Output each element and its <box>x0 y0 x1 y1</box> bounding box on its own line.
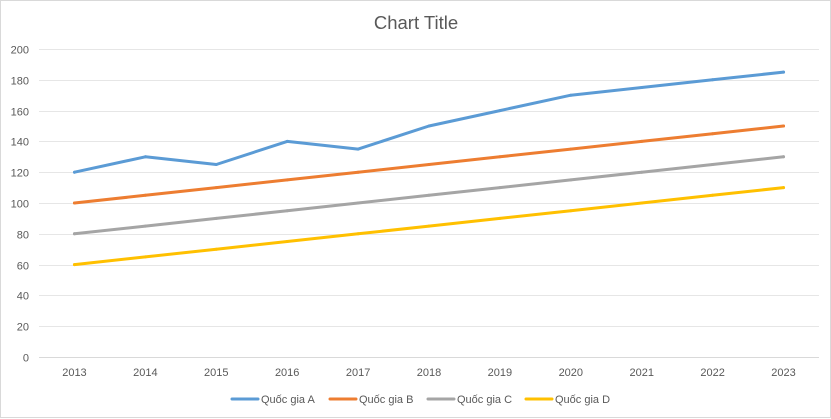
data-point <box>214 247 218 251</box>
legend-label: Quốc gia D <box>555 394 610 406</box>
legend-item: Quốc gia C <box>426 394 512 406</box>
data-point <box>427 224 431 228</box>
data-point <box>356 232 360 236</box>
x-tick-label: 2021 <box>629 367 653 379</box>
x-tick-label: 2018 <box>417 367 441 379</box>
x-axis-tick-labels: 2013 2014 2015 2016 2017 2018 2019 2020 2021 2022… <box>62 367 796 379</box>
data-point <box>72 263 76 267</box>
data-point <box>143 193 147 197</box>
data-point <box>569 93 573 97</box>
data-point <box>498 186 502 190</box>
y-tick-label: 120 <box>11 168 29 180</box>
series-4 <box>72 186 786 267</box>
x-tick-label: 2022 <box>700 367 724 379</box>
data-point <box>711 193 715 197</box>
y-axis-tick-labels: 0 20 40 60 80 100 120 140 160 180 200 <box>11 45 29 365</box>
y-tick-label: 20 <box>17 322 29 334</box>
x-tick-label: 2015 <box>204 367 228 379</box>
data-point <box>356 147 360 151</box>
data-point <box>214 216 218 220</box>
series-3 <box>72 155 786 236</box>
x-tick-label: 2013 <box>62 367 86 379</box>
y-tick-label: 40 <box>17 291 29 303</box>
data-point <box>72 201 76 205</box>
data-point <box>498 155 502 159</box>
data-point <box>569 147 573 151</box>
data-point <box>640 201 644 205</box>
gridlines <box>39 49 819 358</box>
data-point <box>498 109 502 113</box>
series-2 <box>72 124 786 205</box>
data-point <box>711 163 715 166</box>
data-point <box>285 209 289 213</box>
data-point <box>143 255 147 259</box>
x-tick-label: 2023 <box>771 367 795 379</box>
y-tick-label: 60 <box>17 261 29 273</box>
data-point <box>356 201 360 205</box>
data-point <box>72 170 76 174</box>
data-point <box>285 139 289 143</box>
data-point <box>640 139 644 143</box>
legend-item: Quốc gia A <box>230 394 315 406</box>
x-tick-label: 2014 <box>133 367 157 379</box>
legend-item: Quốc gia D <box>524 394 610 406</box>
legend-item: Quốc gia B <box>328 394 413 406</box>
y-tick-label: 0 <box>23 353 29 365</box>
data-point <box>72 232 76 236</box>
chart-title: Chart Title <box>374 12 458 33</box>
y-tick-label: 160 <box>11 107 29 119</box>
data-point <box>427 124 431 128</box>
data-point <box>640 86 644 89</box>
data-point <box>285 178 289 182</box>
x-tick-label: 2017 <box>346 367 370 379</box>
data-point <box>427 193 431 197</box>
series-1 <box>72 70 786 174</box>
data-point <box>782 186 786 190</box>
y-tick-label: 140 <box>11 137 29 149</box>
legend-label: Quốc gia C <box>457 394 512 406</box>
x-tick-label: 2016 <box>275 367 299 379</box>
data-point <box>214 163 218 166</box>
data-point <box>782 124 786 128</box>
data-point <box>143 224 147 228</box>
x-tick-label: 2020 <box>559 367 583 379</box>
data-point <box>782 70 786 74</box>
y-tick-label: 200 <box>11 45 29 57</box>
data-point <box>711 78 715 82</box>
y-tick-label: 180 <box>11 76 29 88</box>
data-point <box>569 178 573 182</box>
series-lines <box>72 70 786 267</box>
data-point <box>427 163 431 166</box>
data-point <box>640 170 644 174</box>
data-point <box>711 132 715 136</box>
x-tick-label: 2019 <box>488 367 512 379</box>
legend-label: Quốc gia A <box>261 394 315 406</box>
data-point <box>143 155 147 159</box>
data-point <box>285 240 289 243</box>
y-tick-label: 80 <box>17 230 29 242</box>
data-point <box>214 186 218 190</box>
data-point <box>569 209 573 213</box>
y-tick-label: 100 <box>11 199 29 211</box>
legend: Quốc gia A Quốc gia B Quốc gia C Quốc gia D <box>230 394 610 406</box>
data-point <box>356 170 360 174</box>
series-line <box>73 70 785 174</box>
data-point <box>498 216 502 220</box>
data-point <box>782 155 786 159</box>
legend-label: Quốc gia B <box>359 394 413 406</box>
